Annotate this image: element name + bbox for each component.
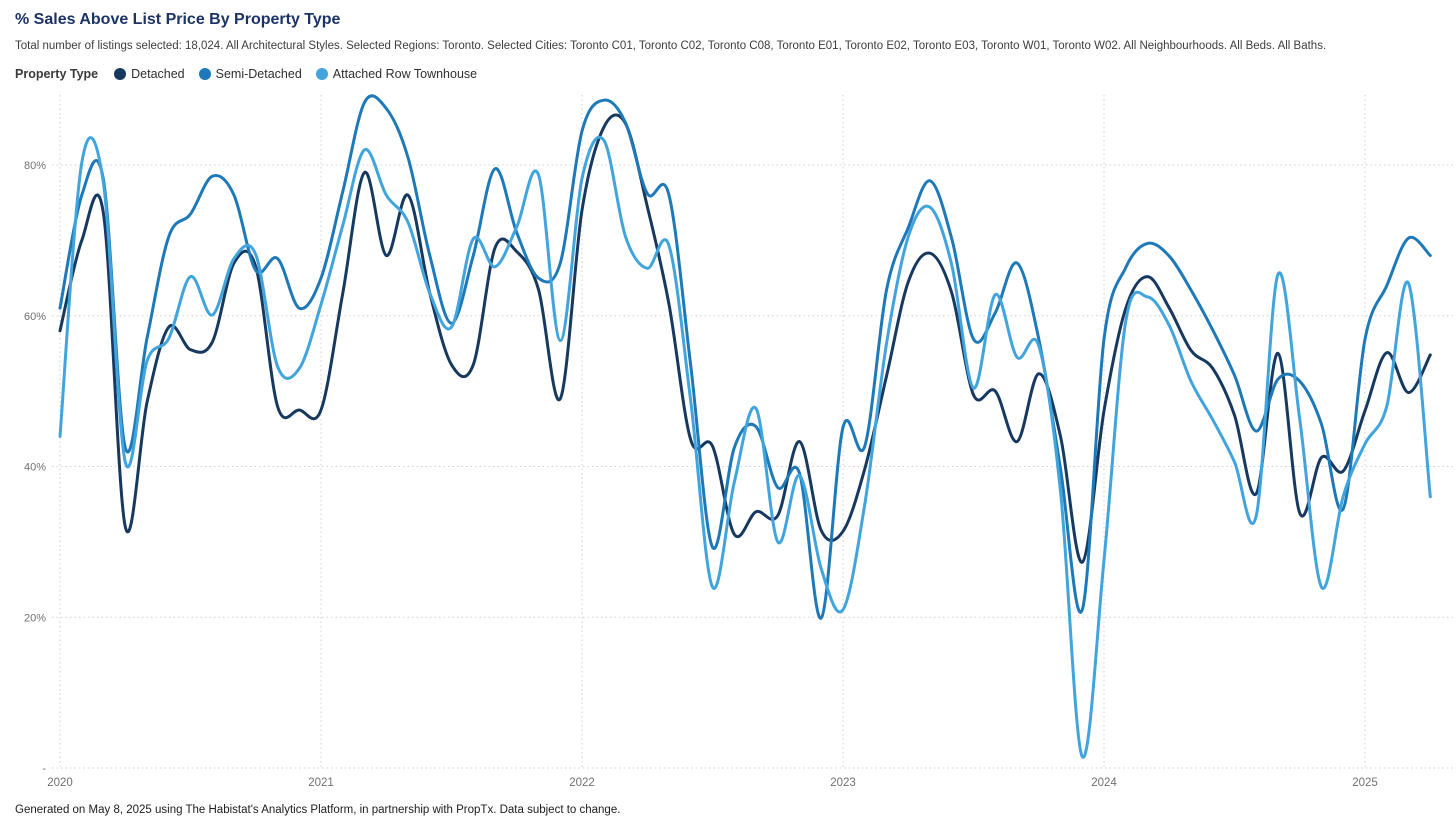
y-tick-label: 20% [24, 612, 46, 624]
legend-dot-icon [198, 68, 211, 80]
legend-item-label: Semi-Detached [215, 67, 302, 81]
legend-dot-icon [315, 68, 328, 80]
x-tick-label: 2022 [569, 777, 595, 789]
chart-subtitle: Total number of listings selected: 18,02… [15, 40, 1327, 52]
x-tick-label: 2020 [47, 777, 73, 789]
y-tick-label: 80% [24, 160, 46, 172]
x-tick-label: 2025 [1352, 777, 1378, 789]
legend-item-attached-row-townhouse[interactable]: Attached Row Townhouse [315, 67, 478, 81]
legend-title: Property Type [15, 67, 99, 81]
legend-item-detached[interactable]: Detached [114, 67, 185, 81]
footer-note: Generated on May 8, 2025 using The Habis… [15, 804, 621, 816]
legend-item-semi-detached[interactable]: Semi-Detached [198, 67, 302, 81]
x-tick-label: 2024 [1091, 777, 1117, 789]
series-line-detached[interactable] [58, 113, 1432, 564]
x-tick-label: 2023 [830, 777, 856, 789]
series-line-semi-detached[interactable] [58, 94, 1432, 620]
legend-dot-icon [114, 68, 127, 80]
page-title: % Sales Above List Price By Property Typ… [15, 11, 341, 28]
y-tick-label: 60% [24, 311, 46, 323]
x-tick-label: 2021 [308, 777, 334, 789]
y-tick-label: 40% [24, 462, 46, 474]
legend-item-label: Attached Row Townhouse [332, 67, 478, 81]
legend: Property Type Detached Semi-Detached Attac… [15, 64, 491, 84]
legend-item-label: Detached [131, 67, 185, 81]
series-line-attached-row-townhouse[interactable] [58, 135, 1432, 759]
legend-items: Detached Semi-Detached Attached Row Townho… [114, 67, 491, 81]
y-tick-label: - [42, 763, 46, 775]
